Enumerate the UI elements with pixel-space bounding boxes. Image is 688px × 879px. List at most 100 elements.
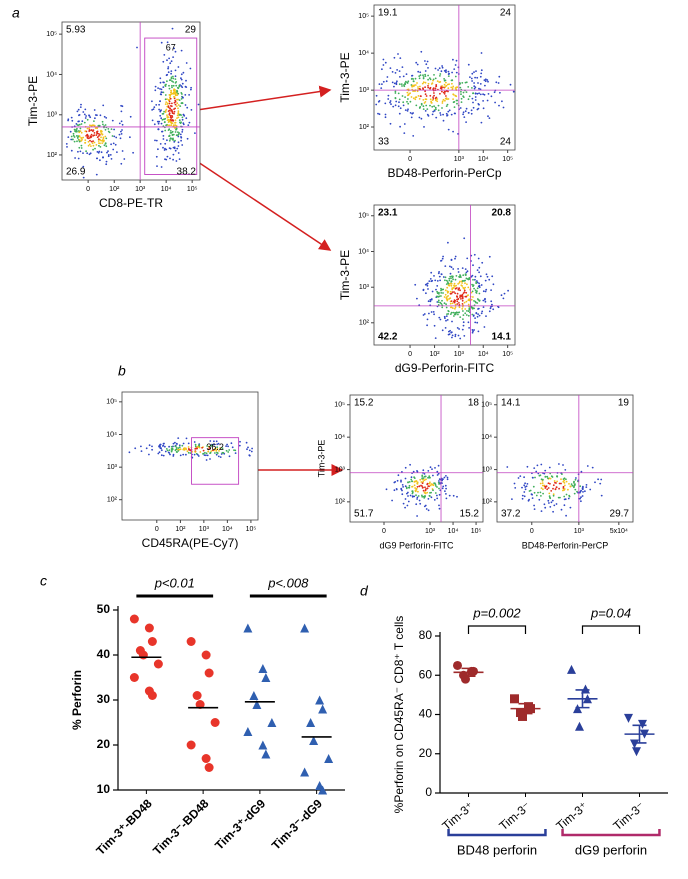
event-dot (164, 129, 167, 132)
event-dot (167, 66, 170, 68)
event-dot (174, 121, 177, 124)
event-dot (434, 467, 436, 469)
event-dot (438, 67, 441, 70)
event-dot (405, 486, 408, 489)
event-dot (438, 507, 441, 510)
event-dot (151, 100, 153, 103)
y-tick-label: 10⁵ (106, 399, 117, 406)
event-dot (499, 91, 501, 94)
event-dot (107, 155, 110, 158)
x-tick-label: Tim-3⁺ (439, 799, 476, 833)
data-point (324, 754, 334, 763)
event-dot (427, 67, 429, 69)
event-dot (104, 124, 107, 126)
event-dot (413, 484, 416, 487)
event-dot (427, 509, 430, 512)
event-dot (118, 133, 121, 136)
event-dot (475, 312, 478, 315)
quadrant-label: 20.8 (492, 208, 512, 219)
event-dot (425, 95, 428, 97)
event-dot (227, 445, 230, 448)
event-dot (460, 101, 463, 103)
event-dot (437, 301, 440, 303)
event-dot (394, 72, 397, 74)
event-dot (436, 80, 439, 82)
event-dot (456, 292, 459, 295)
event-dot (154, 139, 156, 142)
event-dot (560, 478, 562, 481)
data-point (249, 691, 259, 700)
event-dot (170, 124, 173, 126)
event-dot (563, 482, 566, 484)
event-dot (524, 486, 527, 488)
event-dot (175, 451, 178, 453)
event-dot (159, 143, 162, 145)
event-dot (95, 144, 98, 146)
event-dot (451, 87, 454, 89)
event-dot (169, 97, 172, 100)
event-dot (120, 110, 123, 113)
event-dot (175, 128, 178, 131)
p-value: p<.008 (267, 575, 309, 590)
event-dot (427, 86, 430, 89)
event-dot (523, 495, 526, 498)
event-dot (401, 493, 404, 496)
event-dot (178, 99, 181, 101)
event-dot (454, 75, 457, 78)
event-dot (446, 103, 449, 106)
event-dot (214, 452, 216, 454)
event-dot (585, 486, 588, 488)
event-dot (563, 495, 566, 498)
event-dot (161, 118, 164, 121)
event-dot (431, 99, 434, 101)
y-tick-label: 20 (97, 737, 111, 751)
event-dot (92, 144, 95, 147)
event-dot (182, 453, 185, 456)
event-dot (402, 101, 405, 104)
event-dot (465, 271, 468, 274)
event-dot (466, 257, 469, 260)
event-dot (434, 492, 437, 494)
event-dot (161, 130, 163, 133)
event-dot (173, 47, 176, 50)
y-tick-label: 10⁵ (334, 402, 345, 409)
event-dot (164, 450, 167, 453)
event-dot (90, 129, 93, 131)
event-dot (422, 314, 425, 316)
event-dot (472, 314, 475, 317)
event-dot (70, 135, 73, 138)
event-dot (452, 130, 454, 133)
event-dot (74, 128, 76, 131)
event-dot (444, 276, 447, 279)
event-dot (560, 482, 562, 485)
event-dot (174, 69, 177, 72)
event-dot (104, 142, 107, 145)
p-value: p=0.04 (590, 605, 631, 620)
event-dot (416, 297, 418, 300)
event-dot (197, 455, 200, 457)
panel-letter: a (12, 5, 20, 21)
event-dot (168, 119, 170, 121)
event-dot (476, 290, 478, 292)
event-dot (151, 109, 154, 111)
event-dot (176, 91, 178, 93)
event-dot (465, 300, 468, 303)
event-dot (170, 117, 173, 119)
event-dot (398, 98, 401, 101)
quadrant-label: 15.2 (354, 398, 374, 409)
group-bracket (447, 829, 547, 837)
event-dot (436, 497, 439, 500)
event-dot (404, 477, 407, 480)
event-dot (74, 130, 76, 133)
event-dot (181, 82, 184, 85)
event-dot (173, 95, 175, 98)
event-dot (172, 75, 174, 78)
event-dot (78, 146, 81, 149)
event-dot (154, 89, 157, 92)
event-dot (571, 484, 574, 487)
data-point (138, 650, 148, 660)
event-dot (498, 104, 500, 107)
event-dot (421, 482, 424, 485)
event-dot (114, 143, 117, 146)
event-dot (178, 444, 181, 447)
